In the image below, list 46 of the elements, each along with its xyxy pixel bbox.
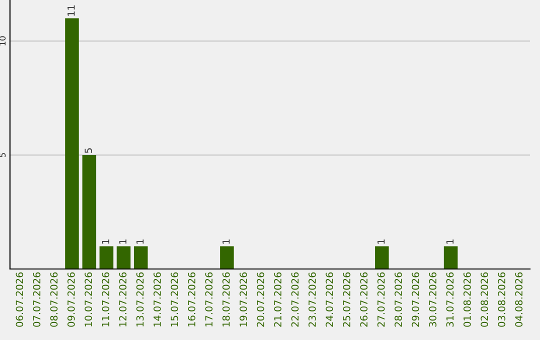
x-tick-label: 29.07.2026 [412, 272, 420, 327]
x-tick-label: 13.07.2026 [136, 272, 144, 326]
x-tick-label: 12.07.2026 [119, 272, 126, 326]
x-tick-label: 07.07.2026 [33, 272, 40, 327]
x-tick-label: 15.07.2026 [170, 272, 178, 326]
x-tick-label: 14.07.2026 [154, 272, 161, 326]
x-tick-label: 21.07.2026 [274, 272, 282, 327]
x-tick-label: 31.07.2026 [446, 272, 454, 327]
x-tick-label: 18.07.2026 [222, 272, 230, 326]
x-tick-label: 17.07.2026 [205, 272, 213, 326]
x-tick-label: 24.07.2026 [326, 272, 334, 327]
data-label: 11 [68, 5, 75, 16]
bar [65, 18, 79, 269]
x-tick-label: 19.07.2026 [240, 272, 247, 326]
x-tick-label: 01.08.2026 [463, 272, 471, 327]
x-tick-label: 08.07.2026 [50, 272, 58, 327]
x-tick-label: 10.07.2026 [84, 272, 92, 326]
data-label: 1 [446, 240, 454, 244]
x-tick-label: 30.07.2026 [429, 272, 436, 327]
x-tick-label: 28.07.2026 [394, 272, 402, 327]
x-tick-label: 22.07.2026 [291, 272, 299, 327]
data-label: 1 [378, 240, 385, 244]
bar [82, 155, 96, 269]
bar [100, 246, 114, 269]
data-label: 1 [119, 240, 126, 244]
x-tick-label: 20.07.2026 [256, 272, 264, 327]
bar [116, 246, 131, 269]
x-tick-label: 16.07.2026 [188, 272, 196, 326]
x-tick-label: 03.08.2026 [498, 272, 506, 327]
bar [134, 246, 148, 269]
data-label: 1 [222, 240, 230, 244]
data-label: 1 [136, 240, 144, 244]
x-tick-label: 27.07.2026 [377, 272, 385, 327]
data-label: 1 [102, 240, 110, 244]
x-tick-label: 04.08.2026 [515, 272, 522, 327]
data-label: 5 [84, 148, 92, 153]
bar [220, 246, 234, 269]
x-tick-label: 23.07.2026 [308, 272, 316, 327]
x-tick-label: 02.08.2026 [480, 272, 488, 327]
x-tick-label: 26.07.2026 [360, 272, 368, 327]
x-tick-label: 06.07.2026 [16, 272, 24, 327]
bar [444, 246, 458, 269]
x-tick-label: 09.07.2026 [67, 272, 75, 327]
bar [375, 246, 389, 269]
x-tick-label: 25.07.2026 [342, 272, 350, 327]
x-tick-label: 11.07.2026 [102, 272, 110, 326]
